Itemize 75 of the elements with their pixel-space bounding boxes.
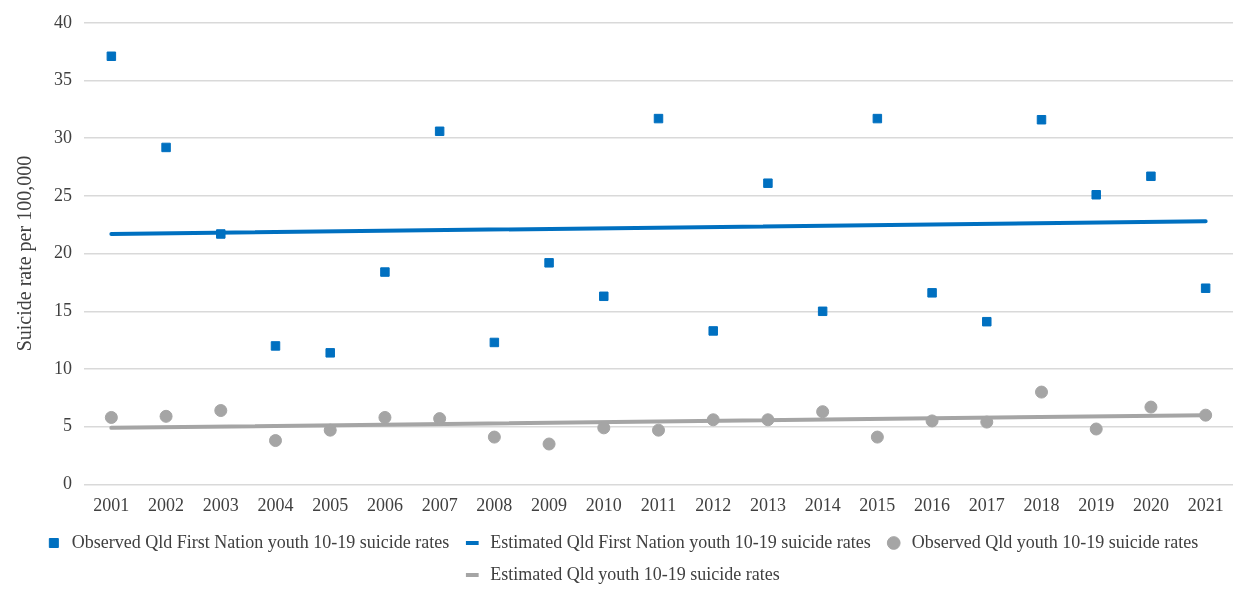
x-tick-label: 2015 xyxy=(859,494,896,515)
point xyxy=(270,341,281,351)
legend-label: Estimated Qld First Nation youth 10-19 suicide rates xyxy=(490,531,871,552)
legend-label: Observed Qld First Nation youth 10-19 suicide rates xyxy=(71,531,450,552)
x-tick-label: 2010 xyxy=(585,494,622,515)
y-tick-label: 30 xyxy=(54,126,72,147)
point xyxy=(1035,385,1048,399)
point xyxy=(380,267,390,277)
y-tick-label: 20 xyxy=(54,242,72,263)
x-tick-label: 2006 xyxy=(366,494,403,515)
x-tick-label: 2012 xyxy=(695,494,732,515)
y-tick-label: 0 xyxy=(63,473,72,494)
point xyxy=(325,348,335,358)
x-tick-label: 2019 xyxy=(1078,494,1115,515)
point xyxy=(708,326,718,336)
point xyxy=(434,126,445,137)
point xyxy=(1091,190,1101,200)
point xyxy=(378,410,392,424)
x-tick-label: 2018 xyxy=(1023,494,1060,515)
x-tick-label: 2014 xyxy=(804,494,841,515)
point xyxy=(1146,171,1156,182)
point xyxy=(1089,422,1103,436)
point xyxy=(1200,283,1211,293)
point xyxy=(1199,408,1213,422)
y-axis-title: Suicide rate per 100,000 xyxy=(13,155,37,352)
point xyxy=(817,306,828,317)
x-tick-label: 2021 xyxy=(1187,494,1224,515)
legend-label: Estimated Qld youth 10-19 suicide rates xyxy=(490,563,780,584)
x-tick-label: 2003 xyxy=(202,494,239,515)
x-tick-label: 2013 xyxy=(749,494,786,515)
point xyxy=(489,337,500,348)
point xyxy=(980,415,994,429)
x-tick-label: 2007 xyxy=(421,494,458,515)
point xyxy=(216,229,226,239)
point xyxy=(487,430,501,444)
point xyxy=(870,430,884,444)
point xyxy=(104,410,118,424)
x-tick-label: 2017 xyxy=(968,494,1005,515)
point xyxy=(159,409,173,423)
x-tick-label: 2008 xyxy=(476,494,513,515)
point xyxy=(763,178,773,188)
x-tick-label: 2001 xyxy=(93,494,130,515)
point xyxy=(761,413,775,427)
y-tick-label: 35 xyxy=(54,69,72,90)
point xyxy=(872,113,883,124)
point xyxy=(925,414,939,428)
x-tick-label: 2016 xyxy=(914,494,951,515)
x-tick-label: 2020 xyxy=(1132,494,1169,515)
point xyxy=(982,316,992,327)
point xyxy=(106,51,117,62)
x-tick-label: 2004 xyxy=(257,494,294,515)
point xyxy=(214,404,228,418)
y-tick-label: 25 xyxy=(54,184,72,205)
point xyxy=(1036,114,1047,125)
point xyxy=(816,405,830,419)
y-tick-label: 5 xyxy=(63,415,72,436)
point xyxy=(706,413,720,427)
x-tick-label: 2002 xyxy=(148,494,185,515)
y-tick-label: 15 xyxy=(54,300,72,321)
point xyxy=(544,258,554,268)
point xyxy=(323,423,337,437)
point xyxy=(1144,400,1158,414)
point xyxy=(927,288,937,298)
x-tick-label: 2011 xyxy=(640,494,677,515)
point xyxy=(269,434,282,448)
point xyxy=(161,142,171,153)
point xyxy=(652,423,665,437)
y-tick-label: 40 xyxy=(54,11,72,32)
point xyxy=(599,291,609,302)
point xyxy=(653,113,664,124)
legend-label: Observed Qld youth 10-19 suicide rates xyxy=(911,531,1199,552)
y-tick-label: 10 xyxy=(54,357,72,378)
x-tick-label: 2009 xyxy=(531,494,568,515)
x-tick-label: 2005 xyxy=(312,494,349,515)
point xyxy=(542,437,556,451)
